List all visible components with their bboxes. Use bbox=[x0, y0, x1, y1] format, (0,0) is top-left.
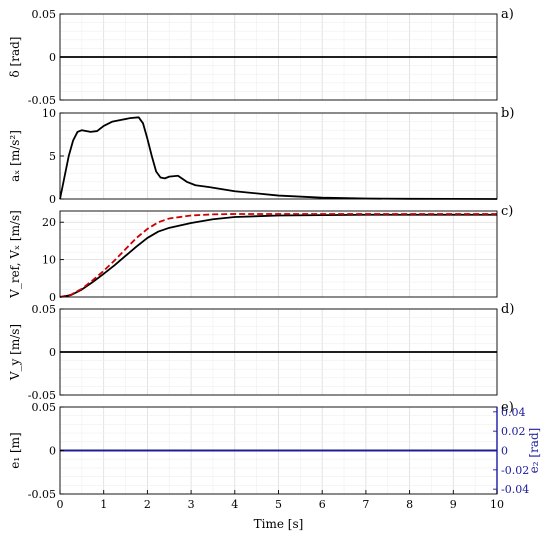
y-tick-label: 0.05 bbox=[32, 8, 57, 21]
right-tick-label: 0.02 bbox=[501, 425, 526, 438]
x-tick-label: 2 bbox=[144, 498, 151, 511]
y-tick-label: -0.05 bbox=[28, 94, 56, 107]
panel-label: a) bbox=[501, 7, 514, 22]
panel-1: 0.05 0 -0.05 δ [rad] a) bbox=[8, 7, 514, 107]
x-tick-label: 1 bbox=[100, 498, 107, 511]
y-tick-label: 5 bbox=[49, 150, 56, 163]
x-tick-label: 4 bbox=[231, 498, 238, 511]
series-line-2 bbox=[59, 213, 497, 298]
x-tick-label: 6 bbox=[319, 498, 326, 511]
panel-label: c) bbox=[501, 204, 513, 219]
y-tick-label: 0 bbox=[49, 346, 56, 359]
x-tick-label: 10 bbox=[490, 498, 504, 511]
series-line-1 bbox=[59, 116, 498, 200]
axes-frame bbox=[59, 210, 498, 298]
x-tick-label: 7 bbox=[362, 498, 369, 511]
right-tick-label: -0.02 bbox=[501, 464, 529, 477]
right-axis-title: e₂ [rad] bbox=[527, 428, 541, 474]
panel-3: 20 10 0 V_ref, Vₓ [m/s] c) bbox=[8, 204, 513, 304]
y-axis-title: δ [rad] bbox=[8, 37, 22, 78]
y-tick-label: -0.05 bbox=[28, 488, 56, 501]
y-tick-label: 0 bbox=[49, 51, 56, 64]
panel-2: 10 5 0 aₓ [m/s²] b) bbox=[8, 106, 514, 206]
y-axis-title: V_y [m/s] bbox=[8, 324, 22, 381]
x-tick-label: 0 bbox=[57, 498, 64, 511]
y-tick-label: 0.05 bbox=[32, 401, 57, 414]
y-axis-title: e₁ [m] bbox=[8, 432, 22, 468]
x-tick-label: 9 bbox=[450, 498, 457, 511]
panel-label: b) bbox=[501, 106, 514, 121]
y-tick-label: 0 bbox=[49, 193, 56, 206]
y-tick-label: 0.05 bbox=[32, 303, 57, 316]
y-tick-label: 0 bbox=[49, 291, 56, 304]
panel-label: d) bbox=[501, 302, 514, 317]
x-tick-label: 8 bbox=[406, 498, 413, 511]
right-tick-label: 0 bbox=[501, 445, 508, 458]
panel-4: 0.05 0 -0.05 V_y [m/s] d) bbox=[8, 302, 514, 402]
y-tick-label: 0 bbox=[49, 445, 56, 458]
panel-label: e) bbox=[501, 400, 514, 415]
x-tick-label: 5 bbox=[275, 498, 282, 511]
y-tick-label: -0.05 bbox=[28, 389, 56, 402]
x-axis-title: Time [s] bbox=[254, 517, 304, 531]
y-tick-label: 10 bbox=[42, 107, 56, 120]
right-tick-label: -0.04 bbox=[501, 483, 529, 496]
x-tick-label: 3 bbox=[188, 498, 195, 511]
y-tick-label: 10 bbox=[42, 254, 56, 267]
y-axis-title: aₓ [m/s²] bbox=[8, 130, 22, 182]
right-tick-label: 0.04 bbox=[501, 406, 526, 419]
y-axis-title: V_ref, Vₓ [m/s] bbox=[8, 210, 22, 299]
y-tick-label: 20 bbox=[42, 216, 56, 229]
